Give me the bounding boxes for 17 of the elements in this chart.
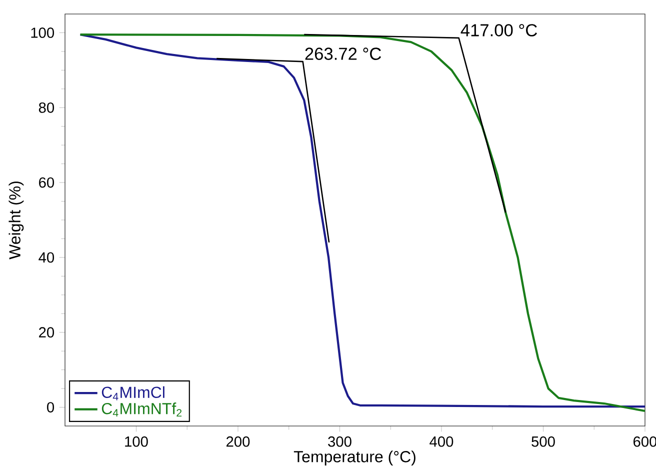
- x-tick-label: 200: [226, 436, 250, 447]
- annotation: 417.00 °C: [460, 24, 537, 36]
- y-tick-label: 100: [31, 28, 54, 38]
- x-tick-label: 300: [328, 436, 352, 447]
- y-tick-label: 20: [39, 327, 54, 338]
- y-tick-label: 60: [39, 177, 54, 188]
- y-tick-label: 0: [47, 402, 54, 412]
- x-tick-label: 500: [532, 436, 555, 447]
- x-tick-label: 100: [125, 436, 148, 447]
- y-tick-label: 80: [38, 102, 54, 113]
- legend-label: C$_{4}$MImCl: [102, 386, 164, 400]
- y-tick-label: 40: [38, 252, 54, 263]
- legend-label: C$_{4}$MImNTf$_{2}$: [102, 402, 182, 417]
- x-tick-label: 400: [430, 436, 454, 447]
- x-axis-title: Temperature (°C): [294, 450, 416, 466]
- annotation: 263.72 °C: [305, 48, 382, 60]
- y-axis-title: Weight (%): [8, 182, 24, 260]
